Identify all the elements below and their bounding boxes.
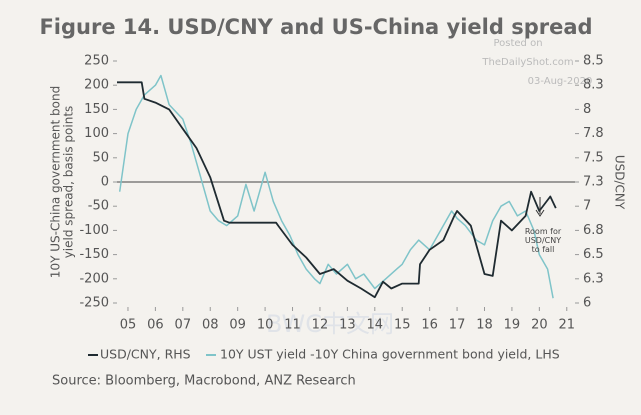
x-tick-label: 20 (531, 318, 548, 333)
x-tick-label: 09 (229, 318, 246, 333)
x-tick-label: 07 (175, 318, 192, 333)
x-tick-label: 13 (339, 318, 356, 333)
annotation-arrowhead (535, 209, 545, 217)
y-tick-label: 50 (92, 150, 109, 165)
x-tick-label: 14 (367, 318, 384, 333)
y2-tick-label: 8 (583, 102, 591, 117)
y2-tick-label: 8.3 (583, 78, 604, 93)
x-tick-label: 21 (558, 318, 575, 333)
watermark: Posted on (493, 38, 542, 49)
y-tick-label: -50 (88, 199, 109, 214)
x-tick-label: 11 (284, 318, 301, 333)
x-tick-label: 16 (421, 318, 438, 333)
y-tick-label: 200 (84, 78, 109, 93)
y2-tick-label: 7.5 (583, 150, 604, 165)
y2-tick-label: 6.8 (583, 223, 604, 238)
x-tick-label: 19 (504, 318, 521, 333)
series-line (118, 74, 554, 299)
watermark: BWC中文网 (266, 310, 394, 338)
y-axis-label: 10Y US-China government bondyield spread… (48, 86, 75, 278)
x-tick-label: 12 (312, 318, 329, 333)
y-tick-label: 0 (101, 175, 109, 190)
y2-tick-label: 6 (583, 296, 591, 311)
x-tick-label: 06 (147, 318, 164, 333)
x-tick-label: 15 (394, 318, 411, 333)
source: Source: Bloomberg, Macrobond, ANZ Resear… (52, 374, 356, 389)
watermark: 03-Aug-2020 (528, 76, 593, 87)
y-tick-label: 150 (84, 102, 109, 117)
series-line (117, 81, 557, 299)
legend-label: USD/CNY, RHS (100, 347, 191, 362)
y-tick-label: -250 (79, 296, 109, 311)
y-tick-label: 100 (84, 126, 109, 141)
annotation: Room for USD/CNY to fall (525, 227, 562, 254)
y2-tick-label: 8.5 (583, 54, 604, 69)
chart-title: Figure 14. USD/CNY and US-China yield sp… (39, 15, 592, 39)
y2-tick-label: 7.3 (583, 175, 604, 190)
x-tick-label: 08 (202, 318, 219, 333)
y-tick-label: 250 (84, 54, 109, 69)
legend-label: 10Y UST yield -10Y China government bond… (220, 347, 560, 362)
y2-tick-label: 6.5 (583, 247, 604, 262)
y2-tick-label: 6.3 (583, 271, 604, 286)
x-tick-label: 18 (476, 318, 493, 333)
y2-axis-label: USD/CNY (613, 155, 627, 210)
y-tick-label: -100 (79, 223, 109, 238)
y2-tick-label: 7.8 (583, 126, 604, 141)
x-tick-label: 05 (120, 318, 137, 333)
x-tick-label: 10 (257, 318, 274, 333)
y-tick-label: -150 (79, 247, 109, 262)
y-tick-label: -200 (79, 271, 109, 286)
watermark: TheDailyShot.com (481, 57, 573, 68)
y2-tick-label: 7 (583, 199, 591, 214)
x-tick-label: 17 (449, 318, 466, 333)
